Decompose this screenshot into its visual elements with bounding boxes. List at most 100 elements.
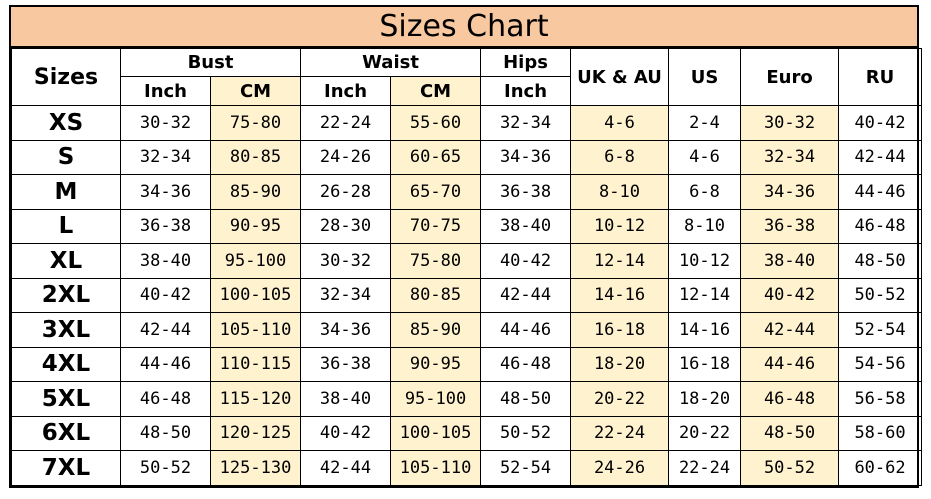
euro-cell: 46-48 <box>740 381 840 417</box>
header-waist-cm: CM <box>390 76 482 106</box>
ru-cell: 50-52 <box>838 277 923 313</box>
bust-cm-cell: 105-110 <box>209 312 302 348</box>
size-cell: 4XL <box>11 346 121 382</box>
hips-inch-cell: 44-46 <box>480 312 572 348</box>
table-row: M 34-36 85-90 26-28 65-70 36-38 8-10 6-8 34-36 44… <box>11 174 923 210</box>
ru-cell: 52-54 <box>838 312 923 348</box>
bust-inch-cell: 30-32 <box>120 105 211 141</box>
ru-cell: 44-46 <box>838 174 923 210</box>
bust-cm-cell: 85-90 <box>209 174 302 210</box>
bust-inch-cell: 36-38 <box>120 208 211 244</box>
table-row: L 36-38 90-95 28-30 70-75 38-40 10-12 8-10 36-38… <box>11 208 923 244</box>
us-cell: 14-16 <box>668 312 742 348</box>
waist-inch-cell: 24-26 <box>300 139 392 175</box>
uk-au-cell: 24-26 <box>570 450 670 486</box>
euro-cell: 32-34 <box>740 139 840 175</box>
bust-inch-cell: 40-42 <box>120 277 211 313</box>
bust-inch-cell: 42-44 <box>120 312 211 348</box>
bust-inch-cell: 48-50 <box>120 415 211 451</box>
hips-inch-cell: 50-52 <box>480 415 572 451</box>
waist-cm-cell: 70-75 <box>390 208 482 244</box>
hips-inch-cell: 36-38 <box>480 174 572 210</box>
us-cell: 22-24 <box>668 450 742 486</box>
hips-inch-cell: 52-54 <box>480 450 572 486</box>
uk-au-cell: 18-20 <box>570 346 670 382</box>
us-cell: 4-6 <box>668 139 742 175</box>
euro-cell: 40-42 <box>740 277 840 313</box>
bust-inch-cell: 44-46 <box>120 346 211 382</box>
us-cell: 20-22 <box>668 415 742 451</box>
us-cell: 8-10 <box>668 208 742 244</box>
uk-au-cell: 16-18 <box>570 312 670 348</box>
size-table: Sizes Bust Waist Hips UK & AU US Euro RU… <box>11 48 923 486</box>
waist-inch-cell: 36-38 <box>300 346 392 382</box>
size-cell: XL <box>11 243 121 279</box>
uk-au-cell: 20-22 <box>570 381 670 417</box>
table-row: 3XL 42-44 105-110 34-36 85-90 44-46 16-18 14-16… <box>11 312 923 348</box>
size-cell: 3XL <box>11 312 121 348</box>
waist-inch-cell: 42-44 <box>300 450 392 486</box>
uk-au-cell: 8-10 <box>570 174 670 210</box>
table-row: 7XL 50-52 125-130 42-44 105-110 52-54 24-26 22-… <box>11 450 923 486</box>
bust-cm-cell: 95-100 <box>209 243 302 279</box>
header-uk-au: UK & AU <box>570 48 670 106</box>
waist-cm-cell: 105-110 <box>390 450 482 486</box>
uk-au-cell: 10-12 <box>570 208 670 244</box>
bust-cm-cell: 125-130 <box>209 450 302 486</box>
ru-cell: 56-58 <box>838 381 923 417</box>
waist-cm-cell: 95-100 <box>390 381 482 417</box>
hips-inch-cell: 38-40 <box>480 208 572 244</box>
hips-inch-cell: 46-48 <box>480 346 572 382</box>
us-cell: 16-18 <box>668 346 742 382</box>
waist-cm-cell: 90-95 <box>390 346 482 382</box>
us-cell: 6-8 <box>668 174 742 210</box>
header-bust-cm: CM <box>209 76 302 106</box>
bust-cm-cell: 90-95 <box>209 208 302 244</box>
euro-cell: 36-38 <box>740 208 840 244</box>
euro-cell: 30-32 <box>740 105 840 141</box>
header-hips-inch: Inch <box>480 76 572 106</box>
size-rows: XS 30-32 75-80 22-24 55-60 32-34 4-6 2-4 30-32 40… <box>11 105 923 486</box>
size-chart: Sizes Chart Sizes Bust Waist Hips UK & A… <box>9 5 923 488</box>
bust-cm-cell: 75-80 <box>209 105 302 141</box>
bust-cm-cell: 120-125 <box>209 415 302 451</box>
waist-inch-cell: 38-40 <box>300 381 392 417</box>
size-cell: 6XL <box>11 415 121 451</box>
bust-inch-cell: 38-40 <box>120 243 211 279</box>
header-waist: Waist <box>300 48 482 77</box>
waist-inch-cell: 26-28 <box>300 174 392 210</box>
header-ru: RU <box>838 48 923 106</box>
waist-cm-cell: 75-80 <box>390 243 482 279</box>
ru-cell: 58-60 <box>838 415 923 451</box>
hips-inch-cell: 48-50 <box>480 381 572 417</box>
hips-inch-cell: 42-44 <box>480 277 572 313</box>
header-waist-inch: Inch <box>300 76 392 106</box>
euro-cell: 34-36 <box>740 174 840 210</box>
waist-inch-cell: 34-36 <box>300 312 392 348</box>
ru-cell: 60-62 <box>838 450 923 486</box>
waist-inch-cell: 32-34 <box>300 277 392 313</box>
ru-cell: 54-56 <box>838 346 923 382</box>
waist-cm-cell: 80-85 <box>390 277 482 313</box>
header-sizes: Sizes <box>11 48 121 106</box>
bust-cm-cell: 80-85 <box>209 139 302 175</box>
ru-cell: 46-48 <box>838 208 923 244</box>
us-cell: 10-12 <box>668 243 742 279</box>
bust-cm-cell: 100-105 <box>209 277 302 313</box>
hips-inch-cell: 40-42 <box>480 243 572 279</box>
ru-cell: 48-50 <box>838 243 923 279</box>
hips-inch-cell: 32-34 <box>480 105 572 141</box>
euro-cell: 48-50 <box>740 415 840 451</box>
size-cell: S <box>11 139 121 175</box>
header-hips: Hips <box>480 48 572 77</box>
size-cell: M <box>11 174 121 210</box>
us-cell: 2-4 <box>668 105 742 141</box>
header-bust: Bust <box>119 48 302 77</box>
euro-cell: 38-40 <box>740 243 840 279</box>
bust-inch-cell: 50-52 <box>120 450 211 486</box>
bust-inch-cell: 34-36 <box>120 174 211 210</box>
us-cell: 18-20 <box>668 381 742 417</box>
uk-au-cell: 14-16 <box>570 277 670 313</box>
waist-cm-cell: 60-65 <box>390 139 482 175</box>
ru-cell: 40-42 <box>838 105 923 141</box>
